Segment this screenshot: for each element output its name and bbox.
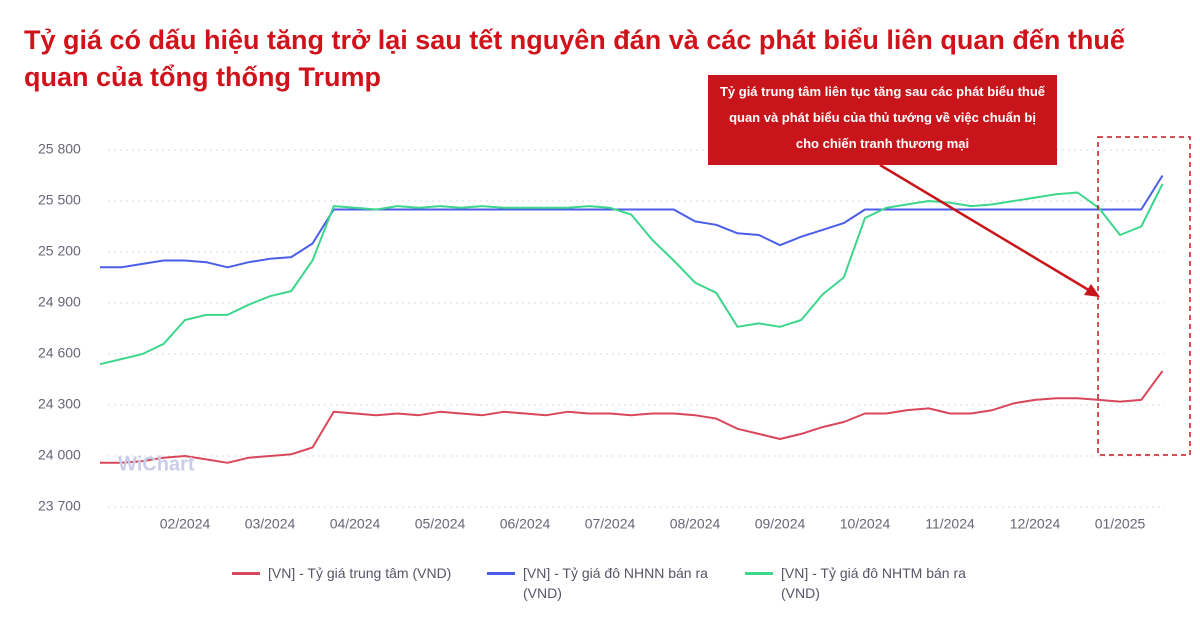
arrow	[879, 163, 1093, 294]
x-tick-label: 12/2024	[1010, 516, 1061, 532]
series-line	[100, 370, 1164, 464]
y-tick-label: 23 700	[38, 498, 81, 514]
legend-entry[interactable]: [VN] - Tỷ giá trung tâm (VND)	[232, 563, 472, 583]
legend-label: [VN] - Tỷ giá đô NHTM bán ra (VND)	[781, 565, 966, 601]
y-tick-label: 25 800	[38, 141, 81, 157]
x-tick-label: 10/2024	[840, 516, 891, 532]
highlight-box	[1097, 136, 1191, 456]
legend-swatch	[745, 572, 773, 575]
x-tick-label: 01/2025	[1095, 516, 1146, 532]
annotation: Tỷ giá trung tâm liên tục tăng sau các p…	[708, 75, 1057, 165]
series-line	[99, 183, 1164, 366]
chart-title: Tỷ giá có dấu hiệu tăng trở lại sau tết …	[24, 25, 1125, 92]
x-tick-label: 07/2024	[585, 516, 636, 532]
legend-entry[interactable]: [VN] - Tỷ giá đô NHNN bán ra (VND)	[487, 563, 727, 603]
x-tick-label: 05/2024	[415, 516, 466, 532]
watermark: WiChart	[118, 453, 195, 475]
legend-swatch	[232, 572, 260, 575]
y-tick-label: 24 300	[38, 396, 81, 412]
arrow-head	[1084, 284, 1100, 297]
plot: 23 700 24 000 24 300 24 600 24 900 25 200 25 5…	[38, 141, 1165, 532]
x-tick-label: 03/2024	[245, 516, 296, 532]
legend-label: [VN] - Tỷ giá đô NHNN bán ra (VND)	[523, 565, 708, 601]
x-tick-label: 08/2024	[670, 516, 721, 532]
y-tick-label: 24 600	[38, 345, 81, 361]
y-tick-label: 25 200	[38, 243, 81, 259]
x-tick-label: 11/2024	[925, 516, 975, 532]
x-tick-label: 09/2024	[755, 516, 806, 532]
legend-entry[interactable]: [VN] - Tỷ giá đô NHTM bán ra (VND)	[745, 563, 985, 603]
x-tick-label: 06/2024	[500, 516, 551, 532]
y-tick-label: 24 900	[38, 294, 81, 310]
x-tick-label: 02/2024	[160, 516, 211, 532]
legend-label: [VN] - Tỷ giá trung tâm (VND)	[268, 565, 452, 581]
x-tick-label: 04/2024	[330, 516, 381, 532]
y-tick-label: 24 000	[38, 447, 81, 463]
series-line	[100, 174, 1164, 269]
y-tick-label: 25 500	[38, 192, 81, 208]
legend-swatch	[487, 572, 515, 575]
